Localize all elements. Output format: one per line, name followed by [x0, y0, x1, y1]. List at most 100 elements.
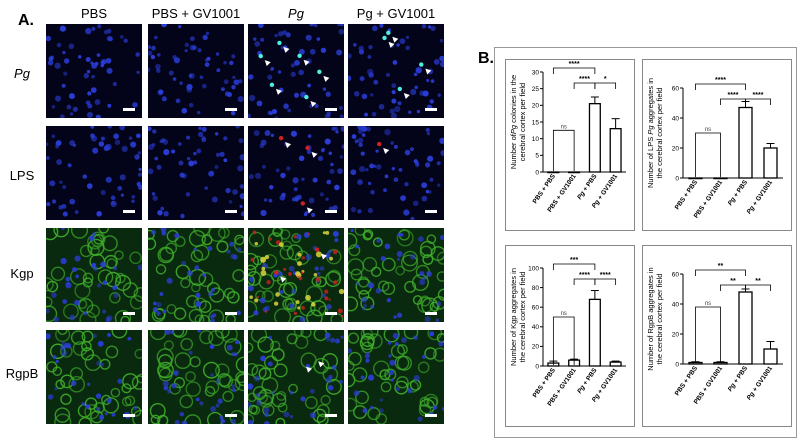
- y-tick-label: 0: [535, 169, 539, 176]
- column-header-pbs-gv1001: PBS + GV1001: [151, 6, 241, 21]
- bar: [738, 291, 753, 365]
- y-tick-label: 15: [532, 119, 540, 126]
- micrograph-tile: [148, 24, 244, 118]
- significance-label: ****: [600, 272, 611, 279]
- column-header-pbs: PBS: [80, 6, 107, 21]
- y-axis-label: Number of LPS Pg aggregates in: [646, 78, 655, 188]
- y-tick-label: 0: [535, 363, 539, 370]
- row-label-lps: LPS: [9, 168, 35, 183]
- micrograph-tile: [248, 126, 344, 220]
- y-tick-label: 60: [672, 85, 680, 92]
- y-tick-label: 20: [532, 344, 540, 351]
- micrograph-tile: [348, 330, 444, 424]
- x-tick-label: PBS + PBS: [674, 365, 700, 398]
- significance-label: *: [604, 76, 607, 83]
- micrograph-tile: [248, 330, 344, 424]
- micrograph-tile: [148, 330, 244, 424]
- chart-rgpb-aggregates: Number of RgpB aggregates in the cerebral…: [642, 245, 792, 427]
- significance-bracket: [695, 269, 746, 276]
- x-tick-label: Pg + GV1001: [746, 179, 775, 216]
- significance-bracket: [573, 278, 596, 285]
- chart-pg-colonies: Number ofPg colonies in the cerebral cort…: [505, 59, 635, 231]
- y-tick-label: 5: [535, 153, 539, 160]
- significance-label: ****: [579, 272, 590, 279]
- row-label-pg: Pg: [14, 66, 30, 81]
- y-axis-label-line2: the cerebral cortex per field: [518, 272, 527, 363]
- significance-label: ****: [753, 92, 764, 99]
- significance-label: **: [718, 263, 724, 270]
- chart-lps-aggregates: Number of LPS Pg aggregates in the cerebr…: [642, 59, 792, 231]
- y-tick-label: 20: [672, 145, 680, 152]
- x-tick-label: Pg + PBS: [727, 365, 750, 393]
- y-axis-label: Number of RgpB aggregates in: [646, 267, 655, 370]
- bar: [568, 171, 581, 174]
- y-tick-label: 25: [532, 86, 540, 93]
- significance-label: ****: [715, 77, 726, 84]
- bar: [763, 147, 778, 179]
- bar: [609, 361, 622, 367]
- micrograph-tile: [46, 24, 142, 118]
- y-tick-label: 40: [672, 115, 680, 122]
- column-header-pg-gv1001: Pg + GV1001: [356, 6, 436, 21]
- significance-bracket: [695, 83, 746, 90]
- significance-label: ****: [579, 76, 590, 83]
- bar: [763, 348, 778, 365]
- y-axis-label: Number of Kgp aggregates in: [509, 268, 518, 366]
- significance-bracket: [720, 284, 746, 291]
- y-tick-label: 20: [532, 103, 540, 110]
- row-label-rgpb: RgpB: [5, 366, 39, 381]
- micrograph-tile: [148, 126, 244, 220]
- chart-kgp-aggregates: Number of Kgp aggregates in the cerebral …: [505, 245, 635, 427]
- bar: [547, 171, 560, 174]
- x-tick-label: PBS + PBS: [674, 179, 700, 212]
- micrograph-tile: [348, 24, 444, 118]
- y-axis-label-line2: the cerebral cortex per field: [655, 88, 664, 179]
- bar: [588, 103, 601, 173]
- significance-label: **: [755, 278, 761, 285]
- x-tick-label: Pg + PBS: [727, 179, 750, 207]
- y-tick-label: 10: [532, 136, 540, 143]
- chart-pg-colonies-svg: Number ofPg colonies in the cerebral cort…: [509, 61, 626, 214]
- significance-bracket: [552, 263, 596, 270]
- bar: [688, 177, 703, 180]
- column-header-pg: Pg: [288, 6, 304, 21]
- y-axis-label-line2: the cerebral cortex per field: [655, 274, 664, 365]
- significance-label: ****: [569, 61, 580, 68]
- micrograph-tile: [46, 330, 142, 424]
- y-tick-label: 20: [672, 331, 680, 338]
- x-tick-label: Pg + GV1001: [746, 365, 775, 402]
- micrograph-tile: [248, 24, 344, 118]
- significance-bracket: [594, 278, 617, 285]
- significance-bracket: [573, 82, 596, 89]
- y-tick-label: 40: [672, 301, 680, 308]
- micrograph-tile: [348, 126, 444, 220]
- row-label-kgp: Kgp: [10, 266, 34, 281]
- y-tick-label: 0: [675, 175, 679, 182]
- x-tick-label: Pg + PBS: [576, 367, 599, 395]
- significance-bracket: [695, 132, 721, 177]
- micrograph-tile: [348, 228, 444, 322]
- y-axis-label-line2: cerebral cortex per field: [518, 83, 527, 161]
- significance-label: ns: [561, 124, 567, 130]
- y-axis-label: Number ofPg colonies in the: [509, 75, 518, 169]
- significance-label: ns: [561, 311, 567, 317]
- y-tick-label: 60: [672, 271, 680, 278]
- significance-bracket: [745, 284, 771, 291]
- significance-bracket: [552, 316, 575, 365]
- panel-a-label: A.: [18, 12, 34, 29]
- significance-label: ns: [705, 301, 711, 307]
- significance-label: ****: [728, 92, 739, 99]
- y-tick-label: 80: [532, 285, 540, 292]
- significance-bracket: [552, 129, 575, 171]
- x-tick-label: Pg + PBS: [576, 173, 599, 201]
- chart-rgpb-aggregates-svg: Number of RgpB aggregates in the cerebral…: [646, 263, 783, 406]
- chart-kgp-aggregates-svg: Number of Kgp aggregates in the cerebral …: [509, 257, 626, 408]
- significance-label: ns: [705, 127, 711, 133]
- y-tick-label: 60: [532, 305, 540, 312]
- y-tick-label: 0: [675, 361, 679, 368]
- bar: [713, 177, 728, 180]
- micrograph-tile: [46, 126, 142, 220]
- significance-label: **: [730, 278, 736, 285]
- y-tick-label: 30: [532, 69, 540, 76]
- significance-label: ***: [570, 257, 578, 264]
